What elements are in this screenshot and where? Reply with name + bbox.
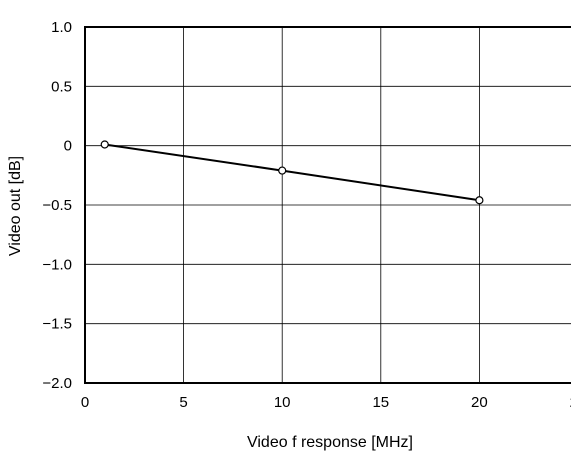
y-tick-label: −2.0 [42, 375, 72, 392]
x-tick-label: 0 [81, 394, 89, 411]
plot-border [84, 26, 571, 384]
x-tick-label: 10 [274, 394, 291, 411]
x-tick-label: 20 [471, 394, 488, 411]
y-tick-labels: 1.0 0.5 0 −0.5 −1.0 −1.5 −2.0 [42, 19, 72, 392]
x-tick-label: 15 [372, 394, 389, 411]
data-point [278, 166, 287, 175]
y-tick-label: −1.5 [42, 316, 72, 333]
y-tick-label: 0 [64, 138, 72, 155]
x-tick-labels: 0 5 10 15 20 25 [81, 394, 571, 411]
grid-lines [85, 27, 571, 383]
data-series [100, 140, 484, 205]
x-tick-label: 25 [570, 394, 571, 411]
y-tick-label: 0.5 [51, 78, 72, 95]
data-point [100, 140, 109, 149]
x-axis-title: Video f response [MHz] [247, 434, 413, 451]
plot-frame [84, 26, 571, 384]
x-tick-label: 5 [179, 394, 187, 411]
y-tick-label: 1.0 [51, 19, 72, 36]
data-point [475, 196, 484, 205]
y-tick-label: −0.5 [42, 197, 72, 214]
y-axis-title: Video out [dB] [7, 156, 24, 256]
series-line [104, 143, 480, 202]
y-tick-label: −1.0 [42, 256, 72, 273]
